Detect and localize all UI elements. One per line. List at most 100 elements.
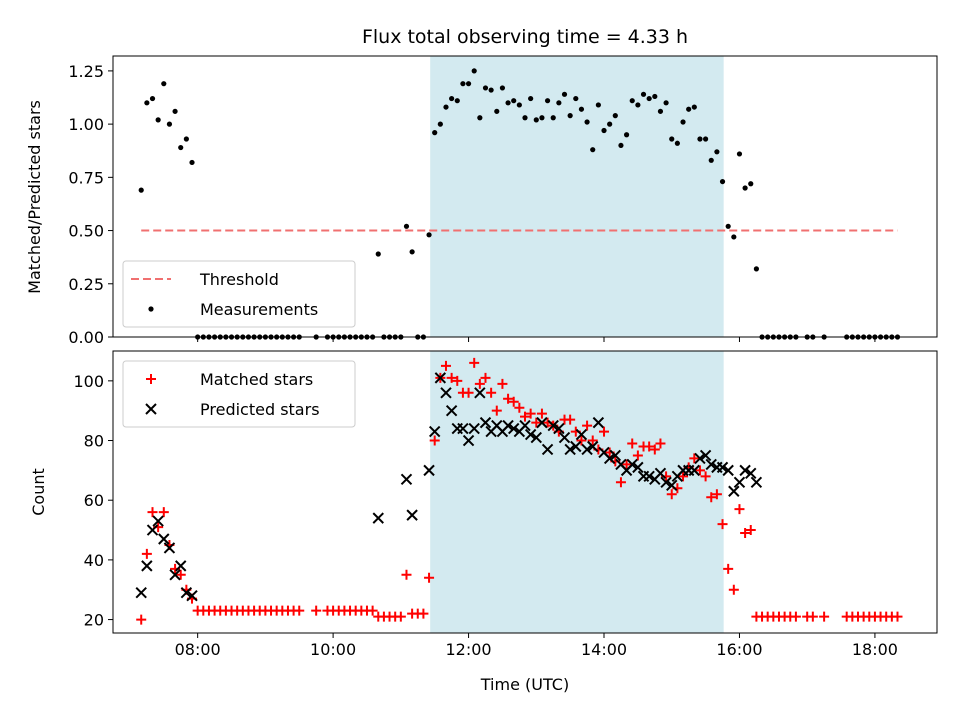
data-point [294, 605, 305, 616]
data-point [697, 136, 703, 142]
legend-label: Predicted stars [200, 400, 320, 419]
plot-frame [112, 55, 938, 338]
data-point [573, 95, 579, 102]
data-point [578, 106, 585, 112]
data-point [469, 357, 480, 368]
data-point [750, 476, 763, 489]
data-point [728, 584, 739, 595]
data-point [508, 422, 520, 435]
x-tick-label: 08:00 [175, 640, 221, 659]
data-point [514, 402, 525, 413]
legend-x-swatch [145, 403, 157, 415]
data-point [499, 85, 506, 91]
data-point [536, 416, 548, 429]
data-point [632, 450, 643, 461]
data-point [437, 121, 443, 127]
data-point [640, 91, 647, 97]
x-tick-label: 18:00 [852, 640, 898, 659]
data-point [541, 443, 554, 456]
data-point [494, 108, 500, 114]
data-point [491, 405, 502, 416]
data-point [533, 117, 539, 123]
data-point [725, 223, 731, 229]
data-point [643, 470, 655, 483]
data-point [511, 98, 517, 104]
data-point [463, 387, 474, 398]
data-point [401, 569, 412, 580]
data-point [739, 464, 751, 477]
data-point [581, 443, 593, 456]
data-point [465, 81, 472, 87]
x-tick-label: 12:00 [446, 640, 492, 659]
data-point [505, 100, 511, 106]
data-point [169, 569, 181, 581]
data-point [753, 266, 759, 272]
data-point [429, 435, 440, 446]
data-point [480, 372, 491, 383]
data-point [468, 422, 480, 435]
data-point [819, 611, 830, 622]
y-tick-label: 0.50 [68, 222, 104, 241]
data-point [629, 98, 635, 104]
data-point [603, 452, 616, 465]
data-point [742, 185, 748, 191]
data-point [688, 464, 701, 477]
data-point [155, 117, 161, 123]
data-point [587, 440, 599, 453]
data-point [503, 393, 514, 404]
y-tick-label: 1.00 [68, 115, 104, 134]
legend: Matched stars Predicted stars [122, 360, 356, 428]
data-point [449, 95, 455, 102]
data-point [674, 140, 680, 146]
data-point [699, 449, 712, 462]
data-point [462, 434, 475, 447]
y-tick-label: 60 [84, 491, 104, 510]
data-point [711, 489, 722, 500]
y-tick-label: 40 [84, 551, 104, 570]
legend-label: Matched stars [200, 370, 313, 389]
data-point [372, 512, 384, 524]
data-point [530, 431, 542, 444]
legend-label: Measurements [200, 300, 318, 319]
data-point [561, 91, 568, 97]
y-tick-label: 0.00 [68, 328, 104, 347]
x-tick-label: 16:00 [716, 640, 762, 659]
data-point [486, 387, 497, 398]
data-point [445, 404, 458, 417]
data-point [722, 464, 734, 477]
data-point [595, 102, 601, 108]
data-point [745, 467, 757, 480]
data-point [576, 435, 587, 446]
data-point [502, 419, 514, 432]
data-point [163, 542, 176, 554]
data-point [166, 121, 173, 127]
data-point [599, 426, 610, 437]
data-point [525, 408, 536, 419]
data-point [666, 479, 678, 491]
data-point [409, 249, 415, 255]
data-point [694, 465, 705, 476]
observing-window-span [430, 56, 724, 337]
data-point [471, 68, 477, 74]
data-point [539, 115, 545, 121]
data-point [426, 232, 432, 238]
data-point [443, 104, 449, 110]
data-point [135, 587, 147, 599]
data-point [175, 569, 186, 580]
data-point [666, 489, 677, 500]
data-point [519, 419, 531, 432]
data-point [524, 428, 537, 441]
data-point [609, 449, 622, 462]
data-point [714, 149, 720, 155]
data-point [520, 411, 530, 422]
data-point [601, 127, 607, 134]
data-point [705, 458, 717, 471]
data-point [618, 142, 624, 149]
data-point [454, 98, 460, 104]
data-point [424, 572, 435, 583]
data-point [406, 509, 418, 521]
data-point [482, 85, 489, 91]
data-point [660, 476, 672, 489]
data-point [474, 378, 485, 389]
